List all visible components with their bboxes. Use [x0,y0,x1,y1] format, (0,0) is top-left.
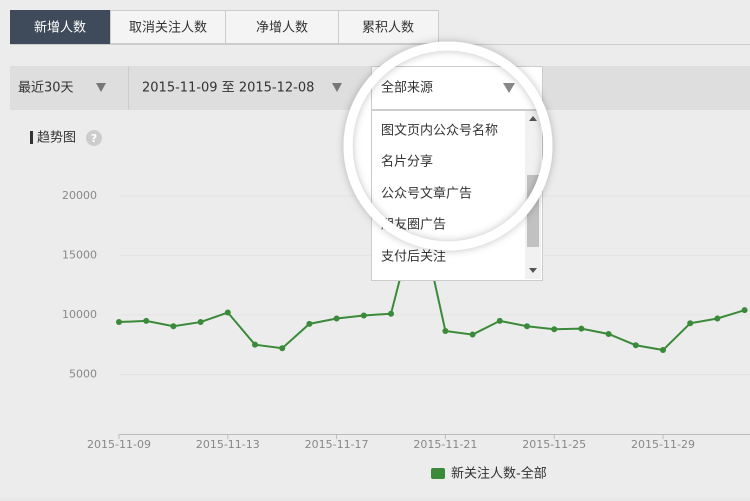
data-point [360,312,367,319]
data-point [714,315,721,322]
data-point [170,323,177,330]
dropdown-arrow [503,83,515,93]
dropdown-list [371,110,543,281]
data-point [551,326,558,333]
tab[interactable]: 净增人数 [256,21,308,36]
x-tick-label: 2015-11-29 [631,438,695,451]
y-tick-label: 10000 [62,308,97,321]
title-bar [30,131,33,144]
data-point [333,315,340,322]
dropdown-arrow [332,83,342,92]
dropdown-option[interactable]: 名片分享 [381,154,433,170]
data-point [605,330,612,337]
y-tick-label: 15000 [62,248,97,261]
tab[interactable]: 新增人数 [34,20,86,36]
dropdown-option[interactable]: 支付后关注 [381,250,446,265]
x-tick-label: 2015-11-13 [196,438,260,451]
date-range-select[interactable]: 2015-11-09 至 2015-12-08 [142,81,314,96]
y-tick-label: 20000 [62,189,97,202]
data-point [442,327,449,334]
scroll-up[interactable] [529,116,537,121]
x-tick-label: 2015-11-17 [305,438,369,451]
y-tick-label: 5000 [69,367,97,380]
data-point [660,347,666,354]
dropdown-option[interactable]: 图文页内公众号名称 [381,123,498,139]
data-point [687,320,694,327]
data-point [279,345,286,352]
data-point [524,323,530,330]
data-point [632,342,639,349]
data-point [306,320,313,327]
x-tick-label: 2015-11-25 [522,438,586,451]
legend-swatch [431,468,445,479]
scroll-down[interactable] [529,268,537,273]
data-point [388,310,394,317]
section-title: 趋势图 [37,130,76,146]
legend-label: 新关注人数-全部 [451,466,547,482]
help-icon-glyph: ? [91,132,97,145]
dropdown-arrow [96,83,106,92]
tab-active[interactable] [10,10,110,44]
source-select-value[interactable]: 全部来源 [381,80,433,96]
data-point [469,331,476,338]
period-select[interactable]: 最近30天 [18,81,74,96]
data-point [252,341,258,348]
data-point [116,319,122,326]
data-point [741,307,748,314]
x-tick-label: 2015-11-21 [413,438,477,451]
tab[interactable]: 累积人数 [362,21,414,36]
data-point [496,317,503,324]
data-point [578,325,585,332]
data-point [143,317,150,324]
tab[interactable] [338,10,439,44]
dropdown-option[interactable]: 公众号文章广告 [381,186,472,202]
x-tick-label: 2015-11-09 [87,438,151,451]
tab[interactable]: 取消关注人数 [129,21,207,36]
data-point [224,309,231,316]
data-point [197,319,204,326]
help-icon[interactable] [86,130,102,146]
tab[interactable] [110,10,226,44]
magnifier-ring [343,41,553,251]
